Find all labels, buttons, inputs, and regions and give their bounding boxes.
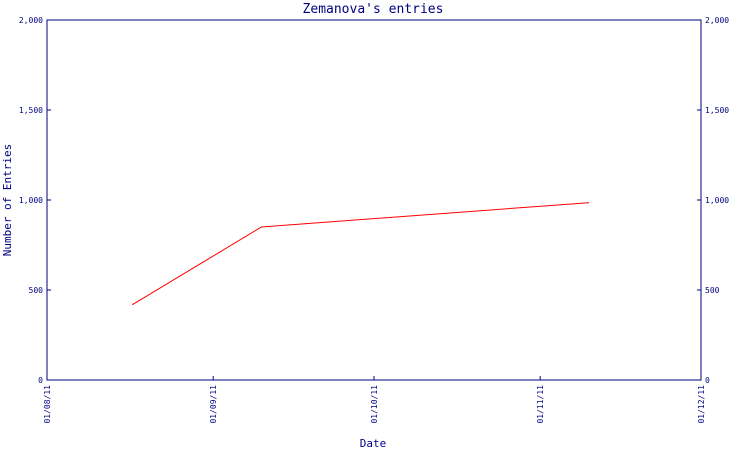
- x-tick-label: 01/09/11: [209, 385, 218, 424]
- x-axis: 01/08/11 01/09/11 01/10/11 01/11/11 01/12/11: [43, 376, 706, 424]
- y-axis-label: Number of Entries: [1, 144, 14, 257]
- x-tick-label: 01/12/11: [697, 385, 706, 424]
- y-tick-label-right: 2,000: [705, 16, 729, 25]
- x-axis-label: Date: [360, 437, 387, 450]
- x-tick-label: 01/10/11: [370, 385, 379, 424]
- y-tick-label-left: 2,000: [19, 16, 43, 25]
- y-tick-label-right: 1,000: [705, 196, 729, 205]
- y-tick-label-right: 1,500: [705, 106, 729, 115]
- y-tick-label-left: 0: [38, 376, 43, 385]
- series-layer: [132, 202, 590, 305]
- plot-area-frame: [46, 19, 702, 381]
- series-line: [132, 202, 589, 305]
- y-tick-label-right: 0: [705, 376, 710, 385]
- y-tick-label-left: 500: [29, 286, 44, 295]
- data-point: [587, 202, 590, 204]
- y-tick-label-left: 1,000: [19, 196, 43, 205]
- x-tick-label: 01/11/11: [536, 385, 545, 424]
- y-tick-label-left: 1,500: [19, 106, 43, 115]
- y-axis: 0 0 500 500 1,000 1,000 1,500 1,500 2,000 2,000: [19, 16, 729, 385]
- y-tick-label-right: 500: [705, 286, 720, 295]
- data-point: [132, 303, 134, 305]
- x-tick-label: 01/08/11: [43, 385, 52, 424]
- chart-title: Zemanova's entries: [303, 2, 444, 17]
- data-point: [260, 226, 263, 228]
